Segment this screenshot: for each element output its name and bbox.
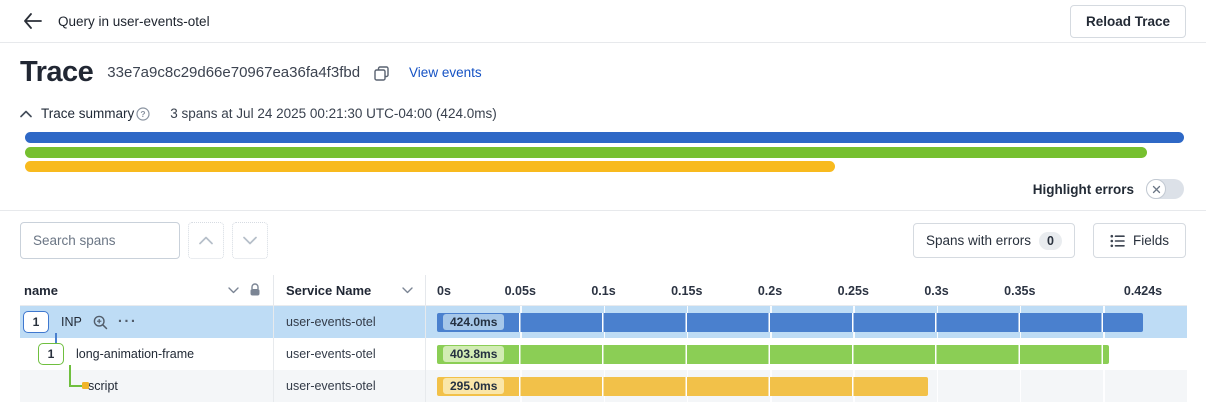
span-name-cell: 1 INP ··· <box>20 306 274 338</box>
trace-summary-row: Trace summary ? 3 spans at Jul 24 2025 0… <box>0 106 1206 121</box>
trace-header: Trace 33e7a9c8c29d66e70967ea36fa4f3fbd V… <box>0 43 1206 89</box>
highlight-errors-label: Highlight errors <box>1032 181 1134 197</box>
axis-tick-label: 0s <box>437 284 451 298</box>
axis-tick-label: 0.3s <box>924 284 949 298</box>
trace-title: Trace <box>20 56 94 88</box>
trace-summary-label[interactable]: Trace summary <box>41 106 135 121</box>
service-name-cell: user-events-otel <box>274 370 426 402</box>
tree-connector-green-vertical <box>69 365 71 387</box>
view-events-link[interactable]: View events <box>409 65 482 80</box>
back-arrow-icon[interactable] <box>20 9 44 33</box>
timeline-cell: 403.8ms <box>426 338 1187 370</box>
svg-text:?: ? <box>141 109 146 119</box>
span-row-long-animation-frame[interactable]: 1 long-animation-frame user-events-otel … <box>20 338 1187 370</box>
name-column-label: name <box>24 282 58 298</box>
timeline-gridline <box>936 370 939 402</box>
summary-bar-long-animation-frame[interactable] <box>25 146 1147 158</box>
errors-count-badge: 0 <box>1039 231 1062 250</box>
summary-bar-inp[interactable] <box>25 132 1184 143</box>
service-name-cell: user-events-otel <box>274 338 426 370</box>
page-title: Query in user-events-otel <box>58 13 210 29</box>
highlight-errors-toggle[interactable] <box>1146 179 1184 199</box>
axis-tick-label: 0.35s <box>1004 284 1036 298</box>
axis-tick-label: 0.2s <box>757 284 783 298</box>
trace-summary-minimap <box>25 132 1184 172</box>
summary-bar-script[interactable] <box>25 161 836 172</box>
duration-label: 403.8ms <box>443 346 505 362</box>
timeline-axis: 0s 0.05s 0.1s 0.15s 0.2s 0.25s 0.3s 0.35s 0.424s <box>426 275 1187 305</box>
span-name: long-animation-frame <box>76 347 195 361</box>
copy-icon[interactable] <box>374 66 389 81</box>
span-rows: 1 INP ··· user-events-otel 424.0ms 1 lon… <box>20 306 1187 402</box>
timeline-gridline <box>1103 370 1105 402</box>
span-name: INP <box>61 315 82 329</box>
help-icon[interactable]: ? <box>136 107 150 121</box>
service-name-cell: user-events-otel <box>274 306 426 338</box>
timeline-cell: 424.0ms <box>426 306 1187 338</box>
spans-with-errors-label: Spans with errors <box>925 233 1032 248</box>
span-name: script <box>88 379 118 393</box>
chevron-down-icon[interactable] <box>402 286 413 294</box>
span-bar-inp[interactable]: 424.0ms <box>437 312 1143 332</box>
spans-with-errors-button[interactable]: Spans with errors 0 <box>912 223 1075 258</box>
search-spans-input[interactable] <box>20 222 180 259</box>
column-header-service[interactable]: Service Name <box>274 275 426 305</box>
span-bar-script[interactable]: 295.0ms <box>437 376 929 396</box>
axis-tick-label: 0.424s <box>1123 284 1163 298</box>
leaf-dot-icon <box>82 382 89 389</box>
top-bar: Query in user-events-otel Reload Trace <box>0 0 1206 43</box>
zoom-in-icon[interactable] <box>93 315 108 330</box>
fields-button[interactable]: Fields <box>1092 223 1186 258</box>
chevron-down-icon[interactable] <box>228 286 239 294</box>
duration-label: 295.0ms <box>443 378 505 394</box>
highlight-errors-row: Highlight errors <box>0 179 1206 199</box>
axis-tick-label: 0.25s <box>837 284 869 298</box>
timeline-gridline <box>1019 370 1022 402</box>
axis-tick-label: 0.05s <box>504 284 536 298</box>
tree-connector-green-horizontal <box>69 384 82 387</box>
spans-summary-text: 3 spans at Jul 24 2025 00:21:30 UTC-04:0… <box>170 106 497 121</box>
spans-table: name Service Name 0s 0.05s 0.1s 0.15s 0.2s 0.… <box>20 275 1187 402</box>
column-header-name[interactable]: name <box>20 275 274 305</box>
table-header: name Service Name 0s 0.05s 0.1s 0.15s 0.2s 0.… <box>20 275 1187 306</box>
row-menu-icon[interactable]: ··· <box>117 313 138 330</box>
fields-label: Fields <box>1132 233 1169 248</box>
reload-trace-button[interactable]: Reload Trace <box>1069 4 1186 38</box>
next-match-button[interactable] <box>232 222 268 259</box>
span-row-script[interactable]: script user-events-otel 295.0ms <box>20 370 1187 402</box>
lock-column-icon[interactable] <box>249 283 261 297</box>
duration-label: 424.0ms <box>443 314 505 330</box>
timeline-cell: 295.0ms <box>426 370 1187 402</box>
span-row-inp[interactable]: 1 INP ··· user-events-otel 424.0ms <box>20 306 1187 338</box>
child-count-badge[interactable]: 1 <box>38 343 64 365</box>
spans-toolbar: Spans with errors 0 Fields <box>0 210 1206 269</box>
span-bar-long-animation-frame[interactable]: 403.8ms <box>437 344 1110 364</box>
trace-id: 33e7a9c8c29d66e70967ea36fa4f3fbd <box>107 64 361 81</box>
prev-match-button[interactable] <box>188 222 224 259</box>
span-name-cell: script <box>20 370 274 402</box>
axis-tick-label: 0.1s <box>591 284 616 298</box>
toggle-knob-x-icon <box>1146 179 1166 199</box>
service-column-label: Service Name <box>286 282 372 298</box>
fields-icon <box>1110 234 1125 248</box>
collapse-chevron-up-icon[interactable] <box>20 110 32 118</box>
span-name-cell: 1 long-animation-frame <box>20 338 274 370</box>
axis-tick-label: 0.15s <box>671 284 703 298</box>
child-count-badge[interactable]: 1 <box>23 311 49 333</box>
